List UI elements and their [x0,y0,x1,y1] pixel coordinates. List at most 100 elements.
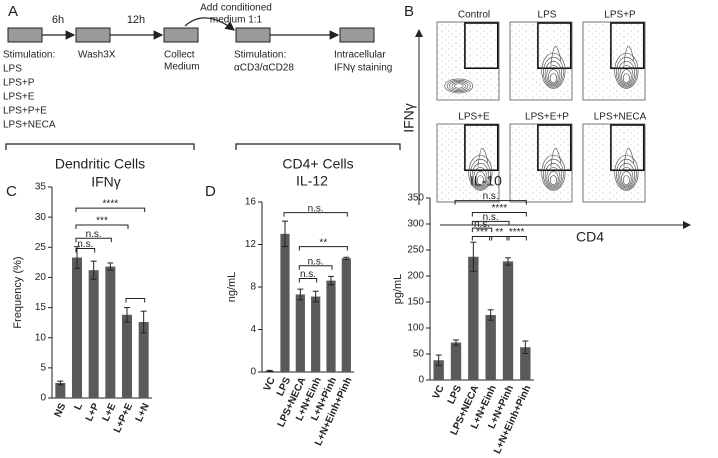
error-bar [505,257,511,266]
y-tick-label: 300 [407,219,424,230]
sig-label: n.s. [308,256,324,267]
group-label: CD4+ Cells [282,156,353,172]
flow-panel: IFNγ CD4 Control LPS LPS+P LPS+E LPS+E+P LPS+… [401,10,691,245]
flow-title: LPS+P [604,10,636,21]
y-tick-label: 350 [407,193,424,204]
contour [541,154,566,191]
error-bar [435,354,442,366]
flow-frame [436,123,500,203]
step-box [235,27,271,43]
step-text: Medium [164,62,200,73]
y-tick-label: 200 [407,271,424,282]
sig-label: n.s. [483,191,499,202]
bar [105,266,116,398]
error-bar [312,290,319,303]
y-tick-label: 4 [250,324,256,335]
bar [433,360,444,380]
step-box [7,27,43,43]
error-bar [328,275,334,286]
x-tick-label: NS [53,401,69,419]
error-bar [107,262,114,271]
arrow [184,17,235,31]
flow-title: LPS+E+P [525,112,569,123]
step-text: LPS [3,64,22,75]
contour [548,69,559,85]
contour [617,163,636,189]
transfer-note: medium 1:1 [210,15,263,26]
error-bar [453,339,459,346]
sig-label: *** [96,216,108,227]
contour [614,154,639,191]
sig-label: n.s. [77,239,93,250]
step-text: αCD3/αCD28 [234,63,294,74]
contour [543,158,564,190]
x-tick-label: L [73,402,86,412]
contour [454,83,464,89]
contour [446,79,471,93]
contours [541,46,566,89]
flow-frame [582,21,646,101]
sig-bracket [75,247,96,253]
sig-bracket [75,237,112,243]
error-bar [282,220,288,248]
bar [341,258,351,372]
contour [471,163,490,189]
contour [449,81,469,91]
sig-bracket [298,278,318,283]
contours [541,148,566,191]
contours [614,148,639,191]
sig-label: n.s. [300,269,316,280]
y-tick-label: 15 [35,302,47,313]
y-axis-label: Frequency (%) [12,256,24,328]
sig-bracket [471,212,527,217]
y-tick-label: 25 [35,242,47,253]
bar [450,342,462,380]
y-tick-label: 250 [407,245,424,256]
bar [520,347,531,380]
x-tick-label: LPS [446,383,464,406]
error-bar [343,256,350,260]
flow-title: LPS+E [458,112,490,123]
sig-bracket [471,220,510,226]
step-text: Stimulation: [234,50,286,61]
gate [537,22,572,70]
gate [610,22,645,70]
step-text: Wash3X [78,50,116,61]
sig-label: **** [492,203,508,214]
sig-bracket [506,235,527,241]
error-bar [140,310,147,334]
error-bar [487,309,494,321]
bar [311,296,321,372]
flow-frame [582,123,646,203]
x-tick-label: L+N [134,402,152,424]
stimulation-list: Stimulation: LPS LPS+P LPS+E LPS+P+E LPS+NECA [3,50,56,131]
bar [280,233,290,372]
y-tick-label: 20 [35,272,47,283]
bar [138,322,149,398]
interval: 12h [127,14,145,26]
contour [451,82,466,90]
bar [88,270,99,398]
contours [468,148,493,191]
group-bracket [5,143,195,150]
sig-bracket [283,212,348,217]
contours [614,46,639,89]
sig-label: n.s. [308,203,324,214]
chart-title: IFNγ [91,174,121,190]
y-tick-label: 5 [40,362,46,373]
contour [477,148,489,167]
error-bar [90,260,97,280]
bar [122,314,132,398]
interval: 6h [52,14,64,26]
contour [444,78,474,94]
panel-label: A [8,3,18,20]
gate [464,22,499,70]
flow-title: Control [458,10,490,21]
contour [622,175,630,186]
y-tick-label: 10 [35,332,47,343]
step-box [163,27,199,43]
error-bar [124,307,130,323]
gate [464,124,499,172]
error-bar [266,369,273,372]
